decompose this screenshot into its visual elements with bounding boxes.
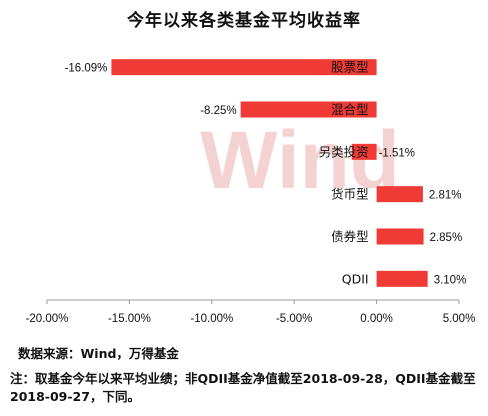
category-label: 货币型 <box>331 187 369 202</box>
bar <box>376 270 428 287</box>
value-label: 2.85% <box>430 232 463 244</box>
value-label: -16.09% <box>65 63 108 75</box>
value-label: 3.10% <box>434 274 467 286</box>
bar <box>111 59 377 76</box>
category-label: 混合型 <box>331 102 369 117</box>
x-tick-label: -5.00% <box>276 313 312 325</box>
x-tick-label: -10.00% <box>190 313 233 325</box>
bar <box>376 186 423 203</box>
x-tick-label: 0.00% <box>360 313 393 325</box>
chart-title: 今年以来各类基金平均收益率 <box>127 11 361 31</box>
category-label: 另类投资 <box>319 144 369 159</box>
footnote: 注：取基金今年以来平均业绩；非QDII基金净值截至2018-09-28，QDII… <box>10 371 476 404</box>
x-tick-label: -20.00% <box>26 313 69 325</box>
x-tick-label: 5.00% <box>443 313 476 325</box>
source-note: 数据来源：Wind，万得基金 <box>18 346 179 361</box>
x-tick-label: -15.00% <box>108 313 151 325</box>
bar <box>376 228 424 245</box>
value-label: 2.81% <box>429 190 462 202</box>
category-label: QDII <box>342 271 369 286</box>
category-label: 债券型 <box>331 229 369 244</box>
value-label: -1.51% <box>379 147 415 159</box>
category-label: 股票型 <box>331 60 369 75</box>
value-label: -8.25% <box>200 105 236 117</box>
watermark: Wind <box>200 115 400 206</box>
bar <box>240 101 377 118</box>
bar <box>351 143 377 160</box>
